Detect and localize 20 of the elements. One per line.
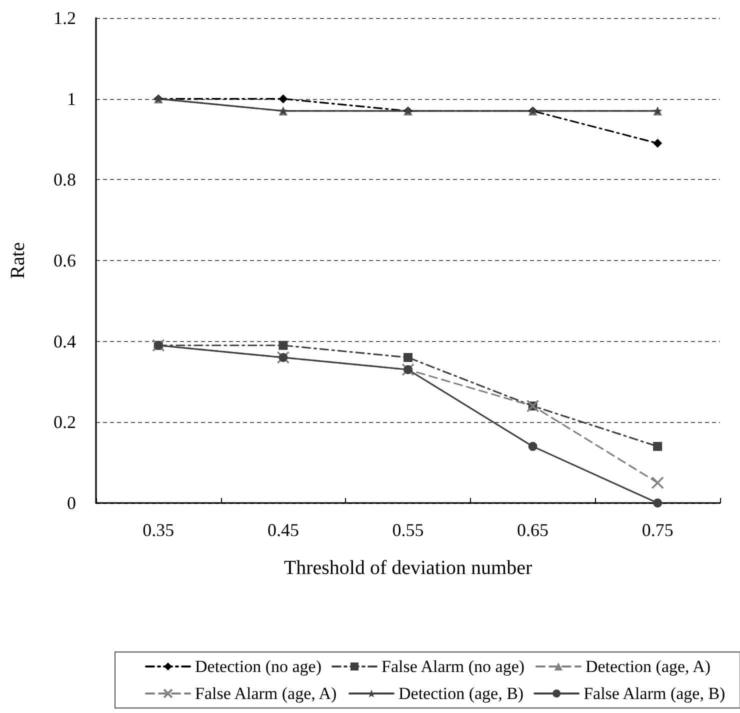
- legend-label: False Alarm (age, A): [195, 684, 337, 703]
- x-tick-label: 0.55: [392, 520, 424, 540]
- x-tick-label: 0.65: [517, 520, 549, 540]
- y-tick-label: 0.8: [54, 170, 76, 190]
- legend-label: Detection (no age): [195, 657, 322, 676]
- legend-label: Detection (age, B): [398, 684, 524, 703]
- x-tick-label: 0.75: [642, 520, 674, 540]
- y-tick-label: 0: [67, 493, 76, 513]
- y-axis-title: Rate: [7, 242, 29, 279]
- legend-label: Detection (age, A): [585, 657, 711, 676]
- y-tick-label: 1: [67, 88, 76, 109]
- y-tick-label: 0.4: [54, 331, 76, 352]
- x-tick-label: 0.35: [142, 520, 174, 540]
- x-tick-label: 0.45: [267, 520, 299, 540]
- y-tick-label: 1.2: [54, 8, 76, 28]
- legend-label: False Alarm (no age): [381, 657, 525, 676]
- y-tick-label: 0.2: [54, 412, 76, 432]
- x-axis-title: Threshold of deviation number: [284, 557, 532, 579]
- legend-label: False Alarm (age, B): [584, 684, 726, 703]
- y-tick-label: 0.6: [54, 250, 76, 270]
